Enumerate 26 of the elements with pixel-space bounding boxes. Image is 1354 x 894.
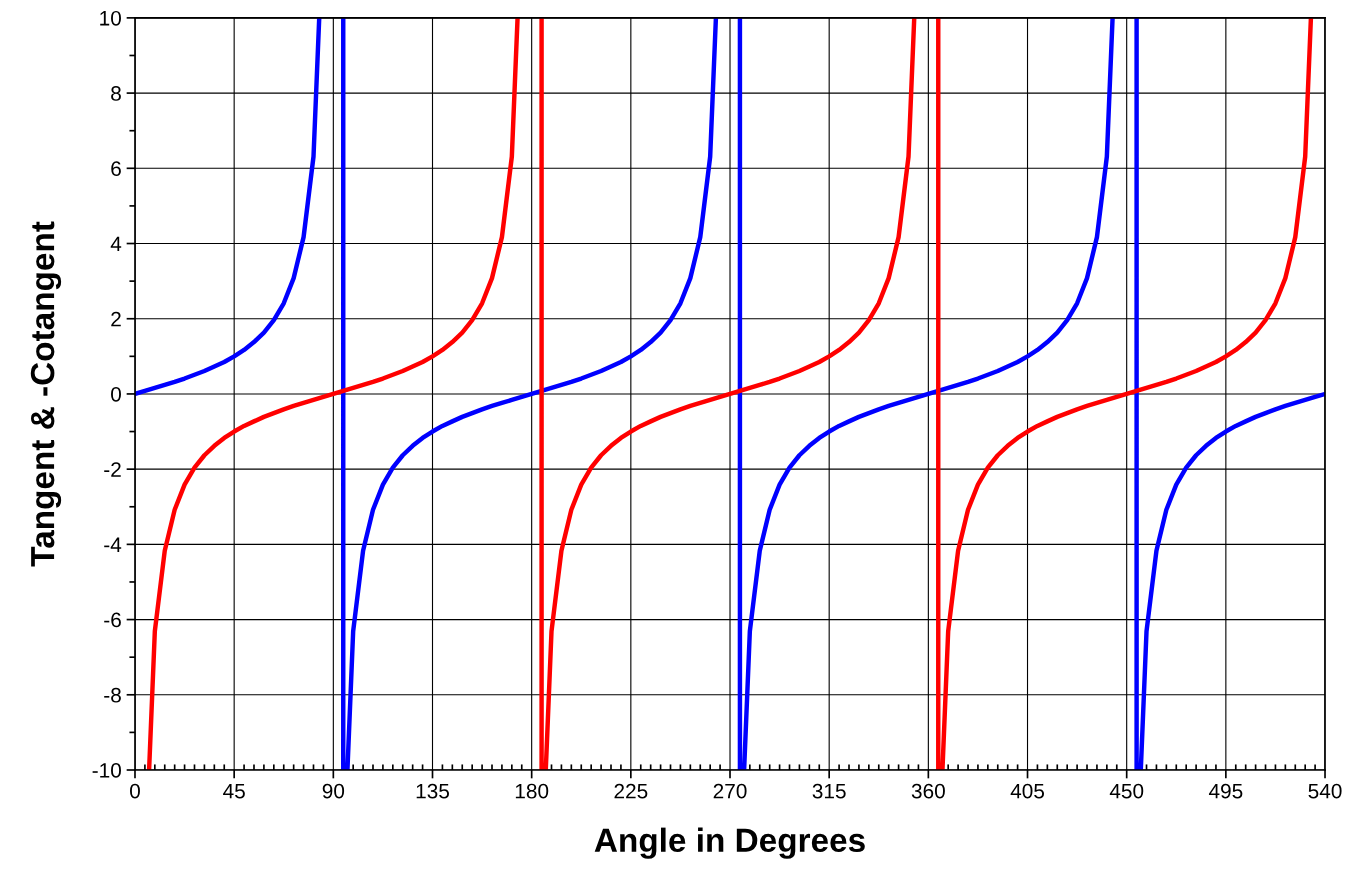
x-tick-label: 360	[911, 783, 945, 799]
y-tick-label: -2	[104, 462, 121, 477]
y-tick-label: 4	[110, 236, 122, 252]
y-tick-label: -8	[104, 687, 121, 703]
x-tick-label: 495	[1208, 783, 1243, 799]
x-tick-label: 135	[416, 783, 450, 799]
y-axis-title: Tangent & -Cotangent	[30, 221, 62, 567]
y-tick-label: 0	[111, 386, 121, 402]
x-axis-title: Angle in Degrees	[594, 827, 865, 859]
x-tick-label: 90	[322, 783, 345, 799]
x-tick-label: 225	[614, 783, 648, 799]
x-tick-label: 45	[223, 783, 245, 799]
x-tick-label: 315	[812, 783, 846, 799]
y-tick-label: 10	[100, 10, 121, 26]
y-tick-label: -6	[104, 612, 121, 628]
x-tick-label: 450	[1109, 783, 1144, 799]
x-tick-label: 180	[515, 783, 549, 799]
y-tick-label: -4	[104, 537, 122, 552]
x-tick-label: 405	[1010, 783, 1045, 799]
y-tick-label: 6	[111, 161, 121, 177]
y-tick-label: -10	[92, 763, 121, 778]
x-tick-label: 540	[1308, 783, 1342, 799]
y-tick-label: 8	[111, 86, 121, 101]
x-tick-label: 270	[713, 783, 747, 799]
x-tick-label: 0	[130, 783, 140, 799]
y-tick-label: 2	[111, 311, 121, 327]
